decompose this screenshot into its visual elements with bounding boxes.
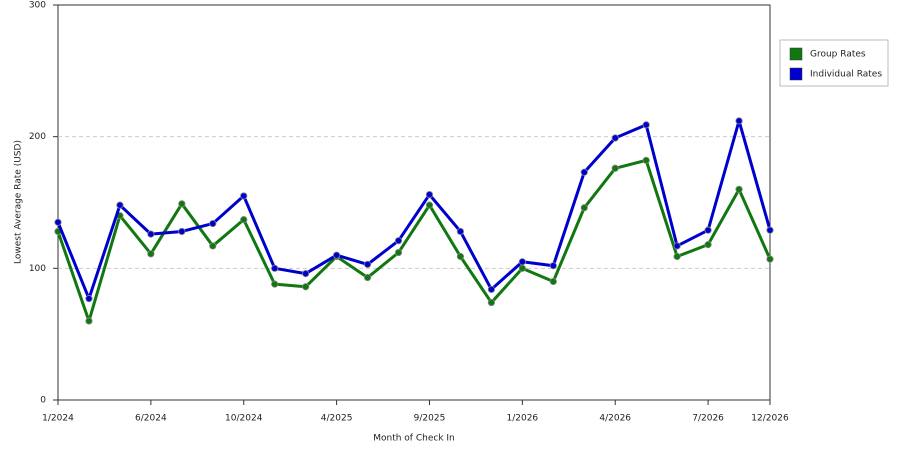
legend-swatch [789, 47, 803, 61]
data-point [178, 227, 186, 236]
y-tick-label: 200 [29, 132, 46, 142]
data-point [766, 226, 774, 234]
data-point [85, 295, 93, 303]
data-point [518, 264, 526, 272]
legend-swatch [789, 67, 803, 81]
data-point [456, 252, 465, 261]
data-point [147, 230, 155, 238]
x-tick-label: 4/2025 [321, 414, 353, 424]
data-point [642, 156, 650, 164]
data-point [456, 227, 465, 236]
data-point [425, 201, 434, 209]
data-point [673, 242, 681, 250]
data-point [271, 264, 279, 272]
data-point [271, 280, 279, 288]
x-tick-label: 1/2024 [42, 414, 74, 424]
data-point [209, 219, 217, 228]
data-point [549, 277, 557, 286]
data-point [54, 218, 62, 226]
x-tick-label: 10/2024 [225, 414, 263, 424]
data-point [487, 285, 495, 293]
data-point [611, 134, 619, 142]
data-point [147, 250, 155, 258]
data-point [333, 251, 341, 259]
data-point [394, 237, 403, 245]
x-tick-label: 9/2025 [414, 414, 446, 424]
y-tick-label: 0 [40, 396, 46, 406]
data-point [178, 200, 186, 208]
data-point [302, 283, 310, 291]
data-point [580, 168, 588, 176]
data-point [580, 204, 588, 212]
data-point [735, 117, 743, 125]
data-point [85, 317, 93, 325]
legend-label: Group Rates [810, 50, 866, 60]
data-point [363, 273, 372, 282]
x-tick-label: 1/2026 [507, 414, 539, 424]
data-point [704, 241, 712, 249]
x-tick-label: 4/2026 [599, 414, 631, 424]
series-line [56, 158, 772, 323]
data-point [549, 262, 557, 270]
data-point [735, 185, 743, 193]
y-axis-label: Lowest Average Rate (USD) [14, 140, 24, 264]
data-point [209, 242, 217, 250]
legend-label: Individual Rates [810, 70, 882, 80]
data-point [766, 255, 774, 263]
x-tick-label: 7/2026 [692, 414, 724, 424]
y-tick-label: 100 [29, 264, 46, 274]
plot-area [57, 4, 771, 401]
x-axis-label: Month of Check In [373, 434, 455, 444]
data-point [363, 260, 372, 268]
y-tick-label: 300 [29, 1, 46, 11]
data-point [673, 252, 681, 261]
data-point [116, 201, 124, 209]
data-point [240, 216, 248, 224]
data-point [240, 192, 248, 200]
data-point [642, 121, 650, 129]
data-point [425, 191, 434, 199]
data-point [611, 164, 619, 172]
data-point [704, 226, 712, 234]
data-point [487, 298, 495, 307]
data-point [394, 248, 403, 257]
data-point [302, 269, 310, 278]
data-point [518, 258, 526, 266]
series-line [56, 119, 772, 301]
x-tick-label: 12/2026 [751, 414, 789, 424]
x-tick-label: 6/2024 [135, 414, 167, 424]
